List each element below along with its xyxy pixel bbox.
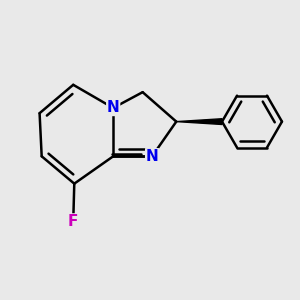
Text: F: F xyxy=(68,214,78,229)
Polygon shape xyxy=(176,119,222,124)
Text: N: N xyxy=(146,149,158,164)
Text: N: N xyxy=(107,100,120,116)
